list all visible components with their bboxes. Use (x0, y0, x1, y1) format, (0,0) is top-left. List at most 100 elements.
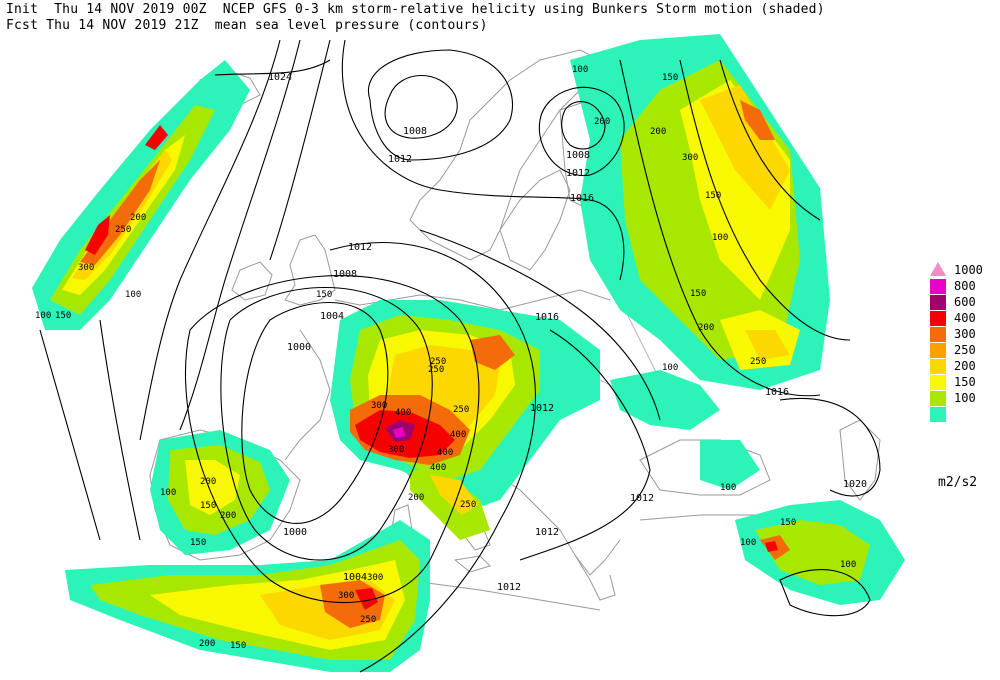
isobar-1000-low (241, 301, 389, 524)
shade-east-250b (745, 330, 790, 360)
helicity-label: 200 (130, 213, 146, 223)
coast-sweden (499, 169, 571, 271)
helicity-label: 100 (720, 483, 736, 493)
isobar-1012-low (329, 241, 537, 673)
isobar-label: 1016 (765, 387, 789, 398)
helicity-label: 250 (430, 357, 446, 367)
legend-label: 400 (954, 311, 976, 325)
shade-atlantic-400b (145, 125, 168, 150)
legend-row-250: 250 (930, 342, 996, 358)
isobar-label: 1008 (333, 269, 357, 280)
isobar-1020 (779, 398, 881, 497)
helicity-label: 100 (662, 363, 678, 373)
isobar-1004-atl (99, 319, 141, 541)
legend-label: 200 (954, 359, 976, 373)
isobar-label: 1004 (343, 572, 367, 583)
helicity-label: 400 (395, 408, 411, 418)
helicity-label: 300 (682, 153, 698, 163)
legend-swatch (930, 375, 946, 390)
isobar-1016-north (341, 39, 625, 281)
isobar-1008-low (185, 275, 480, 604)
coast-balkans (489, 469, 621, 576)
legend-swatch (930, 311, 946, 326)
shade-east-300 (740, 100, 775, 140)
isobar-1012-eastband (679, 59, 851, 341)
helicity-shading (32, 34, 905, 672)
helicity-label: 300 (388, 445, 404, 455)
legend-swatch (930, 359, 946, 374)
shade-turkey-150 (755, 520, 870, 585)
isobar-label: 1004 (320, 311, 344, 322)
legend-swatch (930, 295, 946, 310)
shade-central-300b (470, 335, 515, 370)
helicity-label: 300 (367, 573, 383, 583)
coast-france (284, 329, 331, 461)
isobar-1008-west (179, 39, 301, 431)
legend-row-600: 600 (930, 294, 996, 310)
legend-row-1000: 1000 (930, 262, 996, 278)
isobar-1012-se (779, 569, 871, 617)
helicity-label: 100 (160, 488, 176, 498)
isobar-1008-eastband (719, 59, 821, 221)
coast-continent (334, 289, 611, 311)
isobar-label: 1020 (843, 479, 867, 490)
helicity-label: 300 (78, 263, 94, 273)
helicity-label: 150 (705, 191, 721, 201)
legend-row-100: 100 (930, 390, 996, 406)
helicity-label: 250 (428, 365, 444, 375)
legend-overflow-triangle (930, 262, 946, 276)
legend-row-800: 800 (930, 278, 996, 294)
helicity-label: 150 (316, 290, 332, 300)
shade-italy-250 (430, 475, 478, 515)
legend-row-base (930, 406, 996, 422)
legend-swatch (930, 279, 946, 294)
helicity-label: 150 (690, 289, 706, 299)
coast-ireland (231, 261, 273, 301)
legend-row-300: 300 (930, 326, 996, 342)
shade-med-400 (355, 588, 378, 610)
isobar-1012-finland (538, 86, 625, 177)
legend-swatch (930, 391, 946, 406)
isobar-1016-east (619, 59, 821, 397)
isobar-label: 1012 (535, 527, 559, 538)
isobar-label: 1000 (283, 527, 307, 538)
coast-sicily (453, 555, 491, 573)
isobar-label: 1008 (403, 126, 427, 137)
isobar-label: 1012 (497, 582, 521, 593)
isobar-1012-east (519, 329, 651, 561)
isobar-label: 1012 (630, 493, 654, 504)
isobar-label: 1012 (348, 242, 372, 253)
isobar-label: 1012 (530, 403, 554, 414)
helicity-label: 150 (55, 311, 71, 321)
isobar-label: 1012 (388, 154, 412, 165)
isobar-1004 (139, 39, 281, 441)
legend-row-150: 150 (930, 374, 996, 390)
shade-iberia-200 (185, 460, 240, 515)
isobar-1008-north (384, 74, 458, 139)
isobar-label: 1024 (268, 72, 292, 83)
helicity-label: 100 (740, 538, 756, 548)
isobar-1004-low (220, 286, 433, 561)
helicity-label: 200 (220, 511, 236, 521)
helicity-label: 200 (698, 323, 714, 333)
helicity-label: 250 (460, 500, 476, 510)
isobar-labels: 1024 1008 1012 1008 1012 1016 1012 1008 … (268, 72, 867, 593)
shade-turkey-400 (765, 541, 778, 552)
shade-italy-150 (410, 470, 490, 540)
helicity-label: 100 (712, 233, 728, 243)
coast-greece (574, 554, 616, 601)
helicity-label: 300 (371, 401, 387, 411)
coast-black-sea (639, 439, 771, 496)
helicity-label: 250 (115, 225, 131, 235)
isobar-1024 (214, 59, 331, 76)
helicity-label: 150 (190, 538, 206, 548)
legend-row-400: 400 (930, 310, 996, 326)
legend-label: 300 (954, 327, 976, 341)
shade-balkan-100 (700, 440, 760, 490)
helicity-label: 200 (199, 639, 215, 649)
shade-ukraine-100 (610, 370, 720, 430)
isobar-1008-finland (561, 101, 606, 150)
helicity-label: 300 (338, 591, 354, 601)
helicity-label: 100 (125, 290, 141, 300)
